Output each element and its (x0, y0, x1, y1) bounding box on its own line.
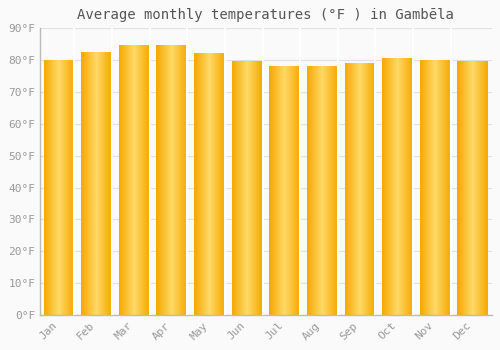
Title: Average monthly temperatures (°F ) in Gambēla: Average monthly temperatures (°F ) in Ga… (78, 8, 454, 22)
